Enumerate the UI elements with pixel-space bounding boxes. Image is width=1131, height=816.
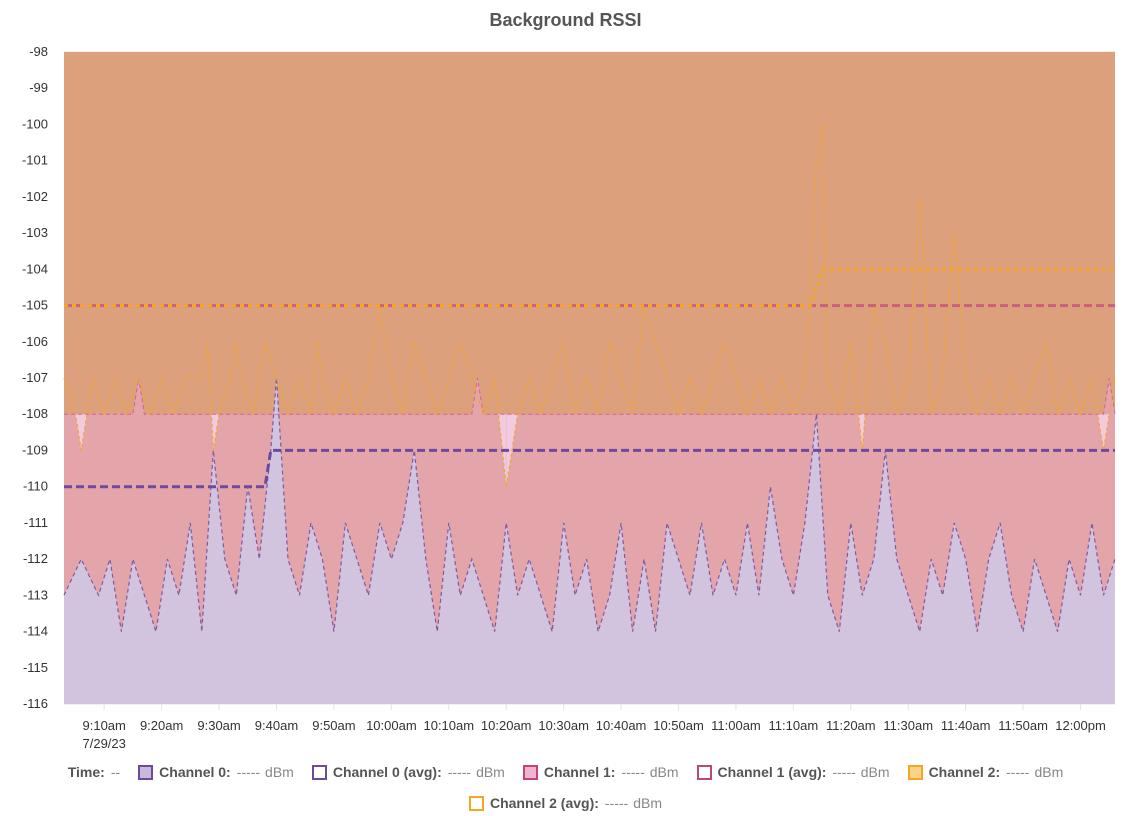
legend-value: ----- <box>604 795 629 811</box>
x-tick-label: 9:20am <box>140 718 183 733</box>
legend-value: ----- <box>236 764 261 780</box>
legend-unit: dBm <box>265 764 294 780</box>
legend-row: Channel 2 (avg): ----- dBm <box>0 793 1131 813</box>
x-tick-label: 9:40am <box>255 718 298 733</box>
y-tick-label: -110 <box>23 479 48 494</box>
legend-item[interactable]: Channel 1 (avg): ----- dBm <box>696 764 890 780</box>
channel-0-area <box>64 378 1115 704</box>
channel-1-line <box>64 377 1116 415</box>
legend-swatch <box>138 764 154 780</box>
x-tick-label: 9:50am <box>312 718 355 733</box>
x-tick-label: 12:00pm <box>1055 718 1106 733</box>
area-fills <box>64 52 1115 704</box>
x-tick-label: 11:20am <box>826 718 876 733</box>
legend-unit: dBm <box>1034 764 1064 780</box>
x-tick-label: 10:50am <box>653 718 704 733</box>
legend-time: Time: -- <box>68 764 120 780</box>
y-tick-label: -107 <box>22 370 48 385</box>
chart-title: Background RSSI <box>489 10 642 30</box>
legend-item[interactable]: Channel 1: ----- dBm <box>522 764 679 780</box>
y-tick-label: -111 <box>24 515 48 530</box>
legend-value: ----- <box>832 764 856 780</box>
channel-0-line <box>63 377 1116 632</box>
legend-swatch <box>522 764 538 780</box>
legend-unit: dBm <box>633 795 662 811</box>
y-tick-label: -100 <box>22 116 48 131</box>
channel-2-fill <box>64 52 1115 415</box>
y-tick-label: -104 <box>22 261 48 276</box>
x-tick-label: 9:30am <box>197 718 240 733</box>
channel-2-avg-line <box>64 267 1115 308</box>
legend-item[interactable]: Channel 0: ----- dBm <box>138 764 294 780</box>
legend-label: Channel 2 (avg): <box>489 795 599 811</box>
y-tick-label: -116 <box>23 696 48 711</box>
y-tick-label: -114 <box>23 624 48 639</box>
y-tick-label: -113 <box>23 587 48 602</box>
legend-unit: dBm <box>649 764 679 780</box>
legend-swatch <box>311 764 327 780</box>
legend-item[interactable]: Channel 0 (avg): ----- dBm <box>311 764 505 780</box>
x-tick-label: 11:30am <box>883 718 933 733</box>
y-tick-label: -106 <box>22 334 48 349</box>
legend-swatch <box>468 795 484 811</box>
x-tick-label: 10:20am <box>481 718 532 733</box>
y-tick-label: -112 <box>23 551 48 566</box>
x-tick-label: 10:40am <box>596 718 647 733</box>
legend-unit: dBm <box>476 764 505 780</box>
x-tick-label: 11:00am <box>711 718 761 733</box>
legend-label: Channel 1: <box>543 764 616 780</box>
legend-time-value: -- <box>110 764 121 780</box>
y-tick-label: -99 <box>29 80 48 95</box>
legend-label: Channel 2: <box>928 764 1001 780</box>
y-tick-label: -103 <box>22 225 48 240</box>
channel-0-avg-line <box>64 448 1115 489</box>
x-tick-label: 11:40am <box>941 718 991 733</box>
axes: -98 -99 -100 -101 -102 -103 -104 -105 -106 -107 -1… <box>22 44 1106 751</box>
legend-swatch <box>696 764 712 780</box>
legend-item[interactable]: Channel 2: ----- dBm <box>907 764 1064 780</box>
legend-label: Channel 1 (avg): <box>717 764 827 780</box>
legend-value: ----- <box>621 764 645 780</box>
y-tick-label: -102 <box>22 189 48 204</box>
legend-unit: dBm <box>860 764 890 780</box>
y-tick-label: -101 <box>22 153 48 168</box>
legend-label: Channel 0: <box>159 764 231 780</box>
legend-swatch <box>907 764 923 780</box>
legend-row: Time: -- Channel 0: ----- dBm Channel 0 (av… <box>0 762 1131 782</box>
x-tick-label: 10:10am <box>423 718 474 733</box>
series-lines <box>63 124 1116 632</box>
x-date-label: 7/29/23 <box>83 736 126 751</box>
x-tick-label: 10:30am <box>538 718 589 733</box>
y-tick-label: -108 <box>22 406 48 421</box>
y-tick-label: -115 <box>23 660 48 675</box>
x-tick-label: 9:10am <box>83 718 126 733</box>
rssi-chart[interactable]: -98 -99 -100 -101 -102 -103 -104 -105 -106 -107 -1… <box>0 0 1131 760</box>
legend-value: ----- <box>1006 764 1030 780</box>
legend-label: Channel 0 (avg): <box>332 764 442 780</box>
x-tick-label: 11:50am <box>998 718 1048 733</box>
legend: Time: -- Channel 0: ----- dBm Channel 0 (av… <box>0 762 1131 813</box>
legend-value: ----- <box>447 764 472 780</box>
y-tick-label: -105 <box>22 298 48 313</box>
y-tick-label: -98 <box>29 44 48 59</box>
channel-2-line <box>63 124 1116 487</box>
legend-item[interactable]: Channel 2 (avg): ----- dBm <box>468 795 662 811</box>
y-tick-label: -109 <box>22 442 48 457</box>
legend-time-label: Time: <box>67 764 105 780</box>
x-tick-label: 10:00am <box>366 718 417 733</box>
x-tick-label: 11:10am <box>769 718 819 733</box>
